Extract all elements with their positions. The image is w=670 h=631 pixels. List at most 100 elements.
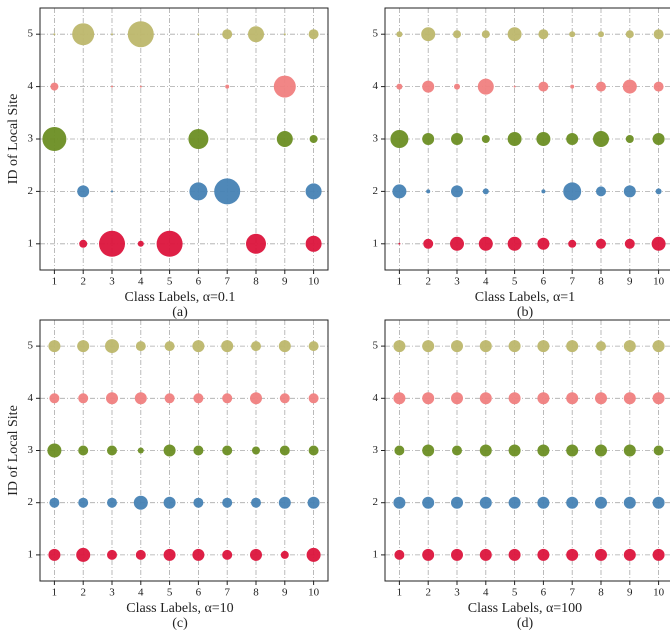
bubble: [390, 130, 409, 148]
y-tick-label: 1: [28, 548, 34, 560]
y-tick-label: 3: [28, 133, 34, 145]
bubble: [451, 340, 463, 353]
bubble: [507, 27, 522, 42]
bubble: [477, 78, 494, 95]
bubble: [78, 497, 89, 508]
bubble: [276, 131, 293, 147]
bubble: [422, 340, 435, 353]
bubble: [451, 496, 463, 509]
bubble: [537, 496, 550, 509]
bubble: [107, 445, 117, 456]
x-tick-label: 4: [483, 276, 489, 288]
x-tick-label: 3: [109, 276, 115, 288]
x-tick-label: 10: [308, 276, 320, 288]
panel: 1 2 3 4 5 6 7 8 9 10 1 2 3 4 5 Class Labels, α=100(d): [373, 319, 670, 631]
bubble: [49, 393, 60, 404]
bubble: [652, 392, 665, 405]
bubble: [451, 392, 463, 405]
panel: 1 2 3 4 5 6 7 8 9 10 1 2 3 4 5 Class Labels, α=0.1(a) ID…: [6, 7, 329, 320]
bubble: [598, 31, 604, 38]
bubble: [78, 445, 89, 456]
bubble: [393, 496, 406, 509]
bubble: [394, 549, 405, 560]
x-tick-label: 6: [541, 587, 547, 599]
x-axis-label: Class Labels, α=1: [475, 290, 575, 305]
x-tick-label: 8: [598, 276, 604, 288]
bubble: [278, 496, 291, 509]
bubble: [541, 189, 546, 194]
x-tick-label: 3: [454, 276, 460, 288]
bubble: [596, 81, 606, 92]
bubble: [570, 84, 575, 89]
bubble: [653, 81, 664, 92]
bubble: [193, 497, 204, 508]
bubble: [135, 341, 146, 352]
bubble: [422, 496, 435, 509]
bubble: [111, 190, 113, 193]
bubble: [623, 548, 636, 561]
bubble: [453, 30, 461, 39]
bubble: [652, 340, 665, 353]
bubble: [222, 497, 233, 508]
bubble: [48, 340, 61, 353]
bubble: [507, 132, 522, 146]
panel: 1 2 3 4 5 6 7 8 9 10 1 2 3 4 5 Class Labels, α=10(c) ID …: [6, 319, 329, 631]
bubble: [479, 340, 492, 353]
bubble: [422, 444, 435, 457]
bubble: [393, 340, 406, 353]
bubble: [279, 445, 290, 456]
bubble: [163, 548, 176, 561]
panel: 1 2 3 4 5 6 7 8 9 10 1 2 3 4 5 Class Labels, α=1(b): [373, 7, 670, 320]
x-tick-label: 1: [397, 587, 403, 599]
bubble: [481, 30, 490, 39]
x-tick-label: 9: [627, 587, 633, 599]
bubble: [537, 340, 550, 353]
bubble: [566, 496, 579, 509]
bubble: [308, 445, 319, 456]
x-tick-label: 6: [196, 276, 202, 288]
x-tick-label: 3: [454, 587, 460, 599]
bubble: [537, 392, 550, 405]
bubble: [454, 83, 460, 90]
bubble: [595, 548, 607, 561]
caption: (c): [172, 616, 188, 631]
y-tick-label: 1: [28, 237, 34, 249]
bubble: [42, 127, 67, 151]
bubble: [596, 186, 606, 197]
bubble: [308, 29, 319, 40]
bubble: [308, 341, 319, 352]
y-tick-label: 3: [373, 133, 379, 145]
bubble: [508, 340, 521, 353]
x-tick-label: 1: [52, 587, 58, 599]
bubble: [651, 236, 666, 251]
x-tick-label: 2: [80, 587, 86, 599]
bubble: [451, 185, 463, 198]
bubble: [595, 496, 607, 509]
bubble: [188, 129, 209, 149]
bubble: [77, 185, 90, 198]
x-tick-label: 4: [483, 587, 489, 599]
bubble: [422, 80, 435, 93]
bubble: [653, 445, 664, 456]
bubble: [99, 230, 125, 257]
bubble: [508, 392, 521, 405]
bubble: [127, 21, 154, 48]
bubble: [53, 33, 56, 36]
y-tick-label: 3: [28, 444, 34, 456]
bubble: [193, 445, 204, 456]
y-tick-label: 2: [28, 496, 34, 508]
x-tick-label: 1: [52, 276, 58, 288]
bubble: [305, 235, 322, 252]
x-tick-label: 5: [167, 276, 173, 288]
bubble: [569, 31, 576, 38]
x-tick-label: 2: [80, 276, 86, 288]
bubble: [566, 133, 579, 145]
bubble: [222, 445, 233, 456]
bubble: [79, 239, 88, 248]
bubble: [394, 445, 405, 456]
y-axis-label: ID of Local Site: [6, 405, 21, 496]
bubble: [422, 392, 435, 405]
x-tick-label: 5: [167, 587, 173, 599]
bubble: [246, 233, 266, 254]
